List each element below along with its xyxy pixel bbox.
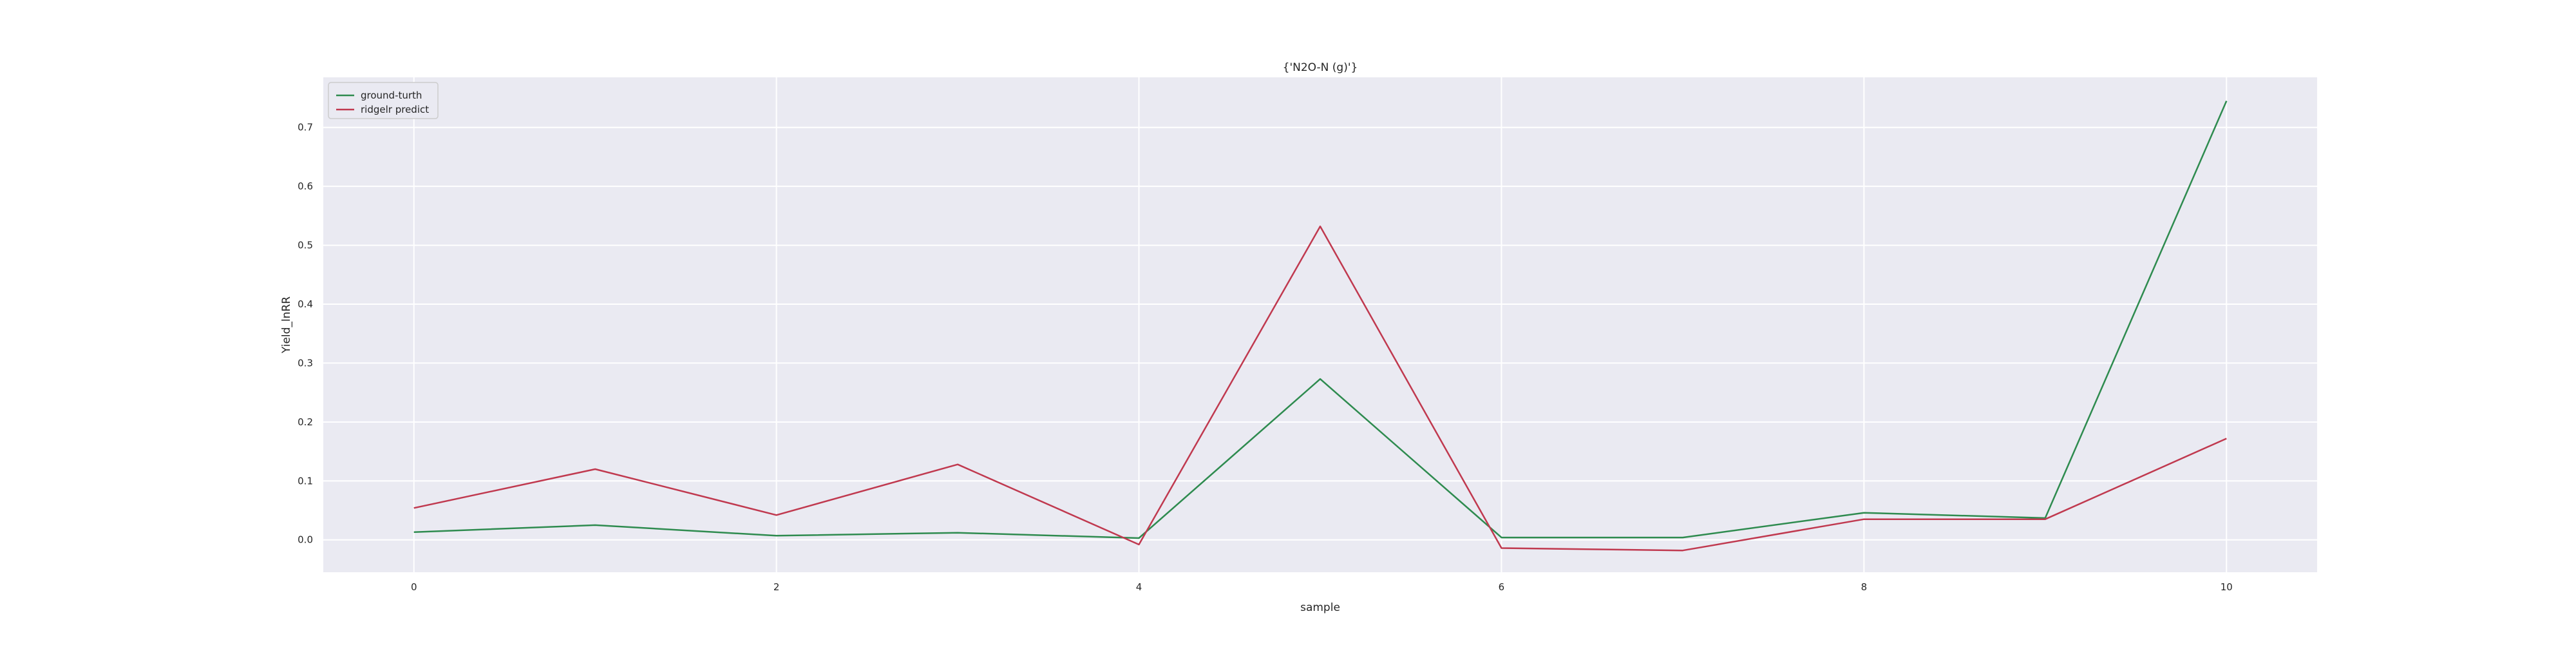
legend-box (328, 82, 439, 119)
plot-area (323, 77, 2317, 572)
y-axis-label: Yield_lnRR (280, 296, 293, 354)
series-line-ridgelr-predict (413, 226, 2227, 552)
x-axis-label: sample (1300, 601, 1340, 614)
y-tick-label: 0.5 (298, 240, 313, 251)
y-tick-label: 0.7 (298, 122, 313, 133)
legend: ground-turth ridgelr predict (328, 82, 439, 119)
legend-label: ridgelr predict (361, 104, 429, 115)
y-tick-label: 0.0 (298, 534, 313, 546)
grid (323, 77, 2317, 572)
x-tick-label: 8 (1861, 581, 1868, 593)
legend-label: ground-turth (361, 90, 422, 101)
tick-labels: 0 2 4 6 8 10 0.0 0.1 0.2 0.3 0.4 0.5 0.6 0.7 (298, 122, 2233, 593)
y-tick-label: 0.6 (298, 180, 313, 192)
y-tick-label: 0.3 (298, 357, 313, 369)
x-tick-label: 0 (411, 581, 417, 593)
x-tick-label: 10 (2221, 581, 2233, 593)
y-tick-label: 0.2 (298, 416, 313, 428)
chart-title: {'N2O-N (g)'} (1283, 61, 1358, 74)
y-tick-label: 0.1 (298, 475, 313, 487)
series-lines (413, 101, 2228, 552)
x-tick-label: 6 (1499, 581, 1505, 593)
series-line-ground-turth (413, 101, 2228, 539)
x-tick-label: 4 (1136, 581, 1142, 593)
y-tick-label: 0.4 (298, 298, 313, 310)
x-tick-label: 2 (773, 581, 780, 593)
